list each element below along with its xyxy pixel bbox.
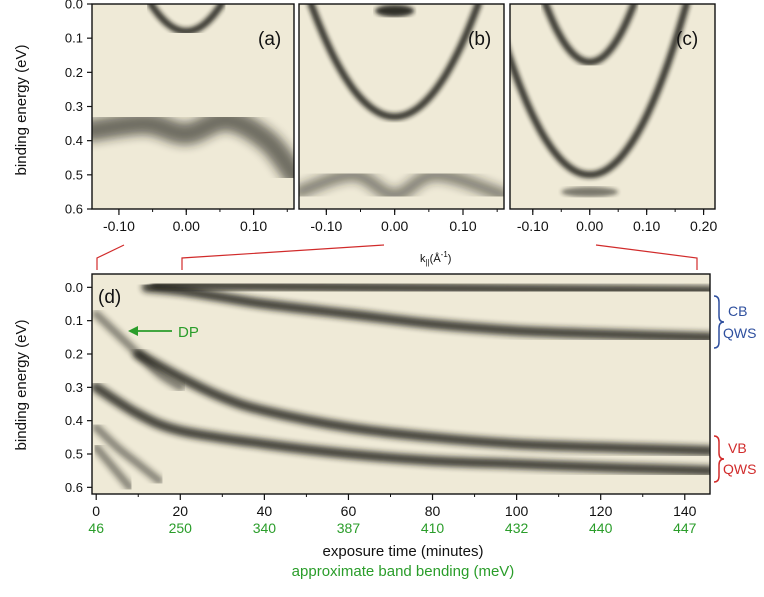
connector-b [181,244,385,270]
panel-d-x-tick-label: 120 [589,503,613,519]
panel-d-x-tick-label: 140 [673,503,697,519]
cb-qws-label: QWS [723,325,756,341]
panel-d-x-tick-label: 0 [92,503,100,519]
panel-a-band-1 [147,4,225,35]
panel-d-band-3 [133,349,710,456]
panel-d-y-tick-label: 0.3 [65,380,83,395]
axes: 0.0 0.1 0.2 0.3 0.4 0.5 0.6 0.0 0.1 0.2 0.3 0.4 0.5 0… [65,0,718,536]
panel-a-x-tick-label: 0.00 [173,218,200,234]
panel-c-band-1 [542,4,638,66]
panel-d-y-tick-label: 0.5 [65,447,83,462]
panel-d-band-bending-tick-label: 250 [169,520,193,536]
panel-c-background [510,4,715,209]
panel-d-band-bending-tick-label: 447 [673,520,697,536]
panel-d-band-2 [150,279,710,296]
panel-b-frame [298,3,505,210]
k-exponent: -1 [441,250,449,259]
panel-d-x-tick-label: 60 [341,503,357,519]
k-unit-close: ) [448,253,452,265]
panel-d-band-1 [141,282,710,343]
panel-c-letter: (c) [676,29,698,50]
panel-c-frame [509,3,716,210]
panel-c-x-tick-label: 0.00 [576,218,603,234]
panel-d-x-tick-label: 20 [172,503,188,519]
k-axis-title: k||(Å-1) [420,250,451,267]
panel-c-x-tick-label: 0.10 [633,218,660,234]
panel-b-band-1 [307,4,482,121]
panel-b-x-tick-label: 0.00 [381,218,408,234]
panel-a-background [92,4,294,209]
panel-a-y-tick-label: 0.1 [65,31,83,46]
panel-b-x-tick-label: -0.10 [310,218,342,234]
panel-d-band-6 [92,423,164,485]
panel-d-x-tick-label: 80 [425,503,441,519]
panel-d-y-tick-label: 0.2 [65,347,83,362]
time-axis-title: exposure time (minutes) [323,543,484,560]
panel-d-y-tick-label: 0.6 [65,480,83,495]
panel-b-band-2 [375,4,415,17]
panel-d-y-tick-label: 0.1 [65,313,83,328]
panel-d-y-tick-label: 0.0 [65,280,83,295]
panel-d-band-bending-tick-label: 340 [253,520,277,536]
panel-c-band-2 [510,4,690,179]
band-bending-axis-title: approximate band bending (meV) [292,563,515,580]
panel-b-band-3 [299,168,504,202]
connector-c [595,244,698,270]
panel-b-bands [299,4,504,202]
panel-b-letter: (b) [468,29,491,50]
dp-annotation: DP [128,324,199,341]
panel-a-y-tick-label: 0.2 [65,65,83,80]
panel-a-y-tick-label: 0.4 [65,133,83,148]
dp-arrow-head [128,326,138,336]
panel-a-y-tick-label: 0.0 [65,0,83,12]
panel-a-band-2 [92,109,294,186]
panel-d-x-tick-label: 100 [505,503,529,519]
k-subscript: || [426,258,430,267]
cb-brace [713,295,725,349]
cb-label: CB [728,303,747,319]
panel-d-band-bending-tick-label: 46 [88,520,104,536]
top-y-axis-title: binding energy (eV) [13,45,30,176]
cb-brace-group: CB QWS [713,295,756,349]
panel-b-x-tick-label: 0.10 [449,218,476,234]
panel-d-band-7 [92,443,134,492]
panel-d-band-bending-tick-label: 440 [589,520,613,536]
panel-a-x-tick-label: -0.10 [103,218,135,234]
panel-d-y-tick-label: 0.4 [65,413,83,428]
k-symbol: k [420,253,426,265]
panel-d-band-bending-tick-label: 410 [421,520,445,536]
panel-d-letter: (d) [98,287,121,308]
panel-d-band-5 [92,310,185,392]
vb-brace [713,435,725,483]
k-unit: (Å [430,252,442,265]
panel-d-band-bending-tick-label: 432 [505,520,529,536]
panel-c-bands [510,4,690,197]
panel-a-y-tick-label: 0.6 [65,202,83,217]
vb-qws-label: QWS [723,461,756,477]
panel-d-band-bending-tick-label: 387 [337,520,361,536]
panel-c-x-tick-label: 0.20 [690,218,717,234]
panel-a-bands [92,4,294,186]
panel-a-x-tick-label: 0.10 [240,218,267,234]
panel-d-band-4 [92,382,710,476]
panel-a-y-tick-label: 0.3 [65,99,83,114]
panel-d-x-tick-label: 40 [257,503,273,519]
panel-c-x-tick-label: -0.10 [517,218,549,234]
bottom-y-axis-title: binding energy (eV) [13,320,30,451]
panel-a-letter: (a) [258,29,281,50]
panel-d-bands [92,279,710,492]
panel-d-frame [91,273,711,495]
connector-a [96,244,125,270]
vb-label: VB [728,440,747,456]
vb-brace-group: VB QWS [713,435,756,483]
panel-a-y-tick-label: 0.5 [65,167,83,182]
panel-c-band-3 [561,186,619,197]
dp-label: DP [178,324,199,341]
connectors [96,244,698,270]
